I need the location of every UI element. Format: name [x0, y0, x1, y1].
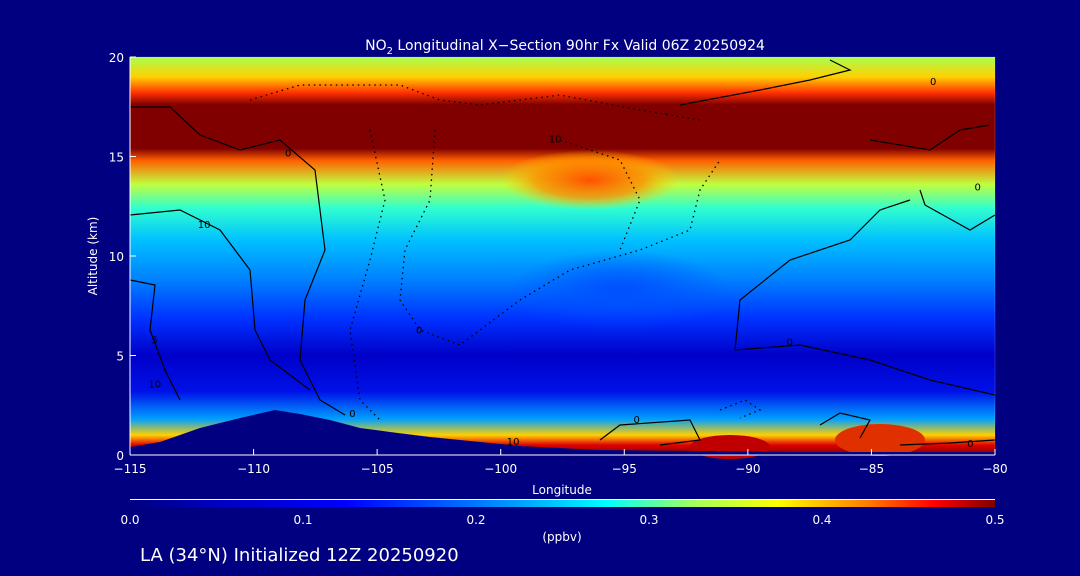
contour-label: 10	[507, 437, 520, 448]
x-tick-label: −110	[237, 462, 270, 476]
plot-area	[129, 57, 996, 459]
colorbar-tick-label: 0.3	[639, 513, 658, 527]
contour-label: 0	[967, 439, 973, 450]
y-axis: 0 5 10 15 20	[109, 51, 136, 463]
y-tick-label: 15	[109, 151, 124, 165]
colorbar-tick-label: 0.1	[293, 513, 312, 527]
colorbar-tick-label: 0.0	[120, 513, 139, 527]
contour-label: 0	[975, 182, 981, 193]
contour-label: 10	[549, 135, 562, 146]
colorbar-tick-label: 0.5	[985, 513, 1004, 527]
contour-labels: 0 10 0 0 10 0 0 5 10 0 0 0 10	[148, 77, 981, 450]
colorbar-tick-label: 0.4	[812, 513, 831, 527]
x-tick-label: −90	[735, 462, 760, 476]
x-tick-label: −105	[361, 462, 394, 476]
chart-title: NO2 Longitudinal X−Section 90hr Fx Valid…	[365, 38, 765, 57]
contour-lines	[129, 59, 996, 446]
contour-label: 0	[349, 409, 355, 420]
footer-caption: LA (34°N) Initialized 12Z 20250920	[140, 545, 459, 566]
y-tick-label: 5	[116, 350, 124, 364]
colorbar-tick-label: 0.2	[466, 513, 485, 527]
surface-plume	[835, 424, 925, 456]
colorbar-ticks: 0.0 0.1 0.2 0.3 0.4 0.5	[120, 513, 1004, 527]
x-axis-label: Longitude	[532, 483, 592, 497]
terrain	[130, 410, 995, 455]
colorbar: 0.0 0.1 0.2 0.3 0.4 0.5 (ppbv)	[120, 499, 1005, 544]
y-axis-label: Altitude (km)	[86, 217, 100, 296]
x-tick-label: −85	[859, 462, 884, 476]
x-tick-label: −95	[612, 462, 637, 476]
x-tick-label: −100	[484, 462, 517, 476]
colorbar-unit-label: (ppbv)	[542, 530, 581, 544]
x-tick-label: −115	[114, 462, 147, 476]
colorbar-gradient	[130, 500, 995, 507]
contour-label: 10	[148, 379, 161, 390]
contour-label: 0	[416, 326, 422, 337]
dotted-contour-lines	[249, 84, 762, 421]
contour-label: 10	[198, 220, 211, 231]
contour-label: 0	[787, 338, 793, 349]
contour-label: 0	[930, 77, 936, 88]
contour-label: 0	[285, 149, 291, 160]
x-axis: −115 −110 −105 −100 −95 −90 −85 −80	[114, 449, 1008, 476]
low-concentration-region	[510, 250, 730, 330]
x-tick-label: −80	[982, 462, 1007, 476]
y-tick-label: 10	[109, 250, 124, 264]
y-tick-label: 20	[109, 51, 124, 65]
high-concentration-blob	[500, 150, 680, 210]
y-tick-label: 0	[116, 449, 124, 463]
contour-label: 0	[633, 415, 639, 426]
contour-label: 5	[152, 336, 158, 347]
colorbar-outline	[130, 499, 995, 500]
